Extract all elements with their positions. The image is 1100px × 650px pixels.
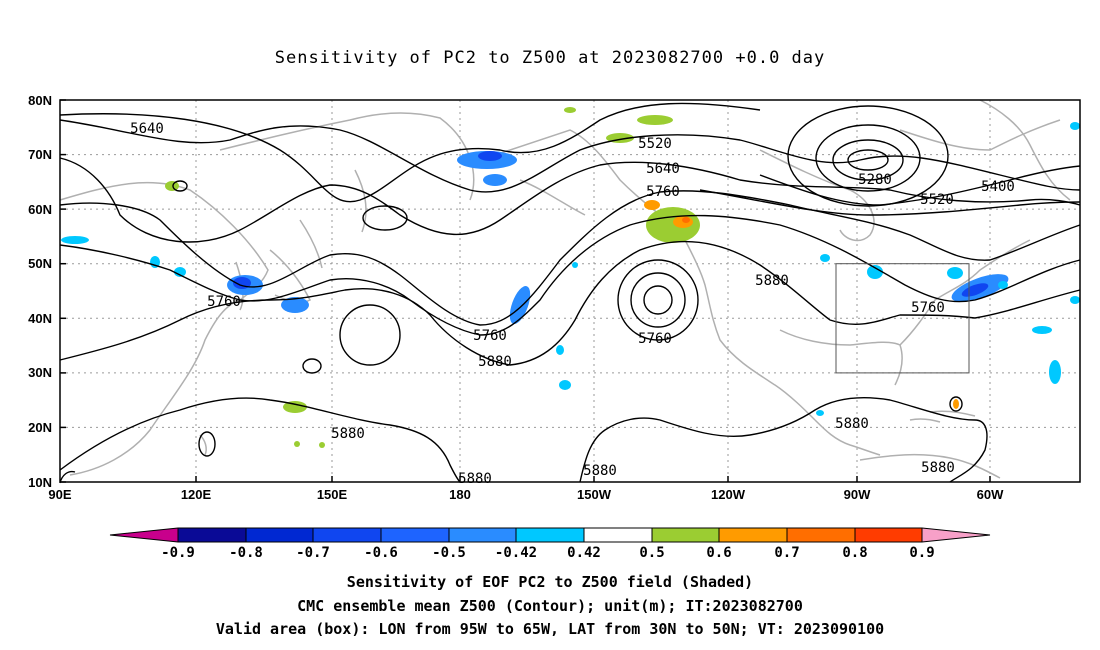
- colorbar-segment: [787, 528, 855, 542]
- lat-label: 40N: [28, 311, 52, 326]
- contour-label: 5640: [130, 121, 164, 137]
- colorbar-label: 0.6: [706, 545, 731, 561]
- contour-label: 5760: [646, 184, 680, 200]
- contour-label: 5640: [646, 161, 680, 177]
- colorbar-segment: [449, 528, 516, 542]
- colorbar-segment: [313, 528, 381, 542]
- colorbar-label: -0.5: [432, 545, 466, 561]
- colorbar-label: -0.8: [229, 545, 263, 561]
- lon-label: 150W: [577, 487, 612, 502]
- colorbar-segment: [381, 528, 449, 542]
- negative-sensitivity-shading: [61, 122, 1080, 416]
- colorbar-left-triangle: [110, 528, 178, 542]
- caption-valid-area: Valid area (box): LON from 95W to 65W, L…: [215, 620, 885, 638]
- caption-shading: Sensitivity of EOF PC2 to Z500 field (Sh…: [346, 573, 754, 591]
- lon-label: 90W: [844, 487, 871, 502]
- contour-label: 5760: [473, 328, 507, 344]
- contour-labels: 5640 5520 5640 5760 5280 5400 5520 5760 …: [130, 121, 1015, 487]
- contour-label: 5520: [638, 136, 672, 152]
- contour-label: 5520: [920, 192, 954, 208]
- longitude-labels: 90E 120E 150E 180 150W 120W 90W 60W: [48, 487, 1004, 502]
- contour-label: 5880: [583, 463, 617, 479]
- valid-area-box: [835, 263, 970, 374]
- colorbar-segment: [652, 528, 719, 542]
- colorbar-label: 0.7: [774, 545, 799, 561]
- colorbar-segment: [516, 528, 584, 542]
- lat-label: 10N: [28, 475, 52, 490]
- z500-contours: [59, 102, 1081, 484]
- colorbar-label: -0.9: [161, 545, 195, 561]
- colorbar-segment: [584, 528, 652, 542]
- colorbar-right-triangle: [922, 528, 990, 542]
- lon-label: 60W: [977, 487, 1004, 502]
- colorbar-label: 0.42: [567, 545, 601, 561]
- axis-ticks: [60, 99, 991, 483]
- contour-label: 5760: [911, 300, 945, 316]
- lat-label: 30N: [28, 365, 52, 380]
- colorbar-label: 0.9: [909, 545, 934, 561]
- colorbar-label: -0.6: [364, 545, 398, 561]
- caption-contour: CMC ensemble mean Z500 (Contour); unit(m…: [297, 597, 803, 615]
- latitude-labels: 80N 70N 60N 50N 40N 30N 20N 10N: [28, 93, 52, 490]
- colorbar-label: -0.7: [296, 545, 330, 561]
- lon-label: 150E: [317, 487, 348, 502]
- contour-label: 5760: [638, 331, 672, 347]
- colorbar-segment: [178, 528, 246, 542]
- colorbar-label: -0.42: [495, 545, 537, 561]
- plot-background: [60, 100, 1080, 482]
- colorbar-segment: [855, 528, 922, 542]
- colorbar: -0.9 -0.8 -0.7 -0.6 -0.5 -0.42 0.42 0.5 …: [109, 527, 991, 561]
- colorbar-label: 0.5: [639, 545, 664, 561]
- lat-label: 20N: [28, 420, 52, 435]
- colorbar-segment: [719, 528, 787, 542]
- contour-label: 5880: [331, 426, 365, 442]
- lat-label: 50N: [28, 256, 52, 271]
- map-title: Sensitivity of PC2 to Z500 at 2023082700…: [274, 48, 826, 68]
- contour-label: 5880: [835, 416, 869, 432]
- lat-label: 80N: [28, 93, 52, 108]
- contour-label: 5880: [478, 354, 512, 370]
- contour-label: 5400: [981, 179, 1015, 195]
- contour-label: 5880: [921, 460, 955, 476]
- lat-label: 60N: [28, 202, 52, 217]
- contour-label: 5880: [458, 471, 492, 487]
- contour-label: 5760: [207, 294, 241, 310]
- colorbar-segment: [246, 528, 313, 542]
- colorbar-labels: -0.9 -0.8 -0.7 -0.6 -0.5 -0.42 0.42 0.5 …: [161, 545, 935, 561]
- contour-label: 5880: [755, 273, 789, 289]
- contour-label: 5280: [858, 172, 892, 188]
- lon-label: 120E: [181, 487, 212, 502]
- lon-label: 180: [449, 487, 471, 502]
- colorbar-label: 0.8: [842, 545, 867, 561]
- lon-label: 120W: [711, 487, 746, 502]
- lon-label: 90E: [48, 487, 71, 502]
- lat-label: 70N: [28, 147, 52, 162]
- plot-frame: [59, 99, 1081, 483]
